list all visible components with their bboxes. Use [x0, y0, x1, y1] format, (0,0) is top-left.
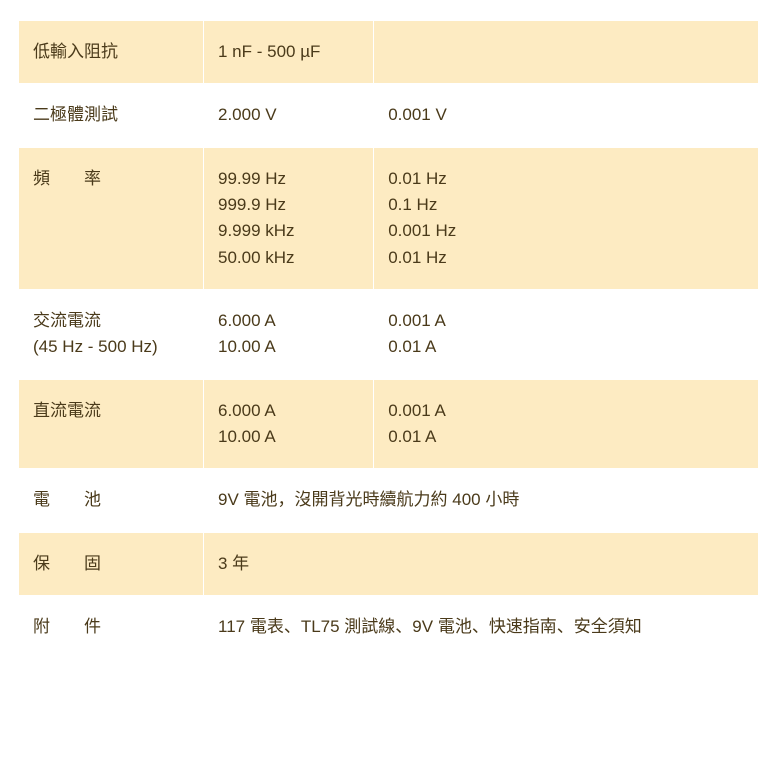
spec-table: 低輸入阻抗 1 nF - 500 µF 二極體測試 2.000 V 0.001 … — [18, 20, 759, 659]
table-row: 保 固 3 年 — [19, 532, 759, 595]
row-value-2 — [374, 21, 759, 84]
table-row: 直流電流 6.000 A10.00 A 0.001 A0.01 A — [19, 379, 759, 469]
row-value-1: 6.000 A10.00 A — [204, 379, 374, 469]
row-value-2: 0.001 A0.01 A — [374, 290, 759, 380]
table-row: 二極體測試 2.000 V 0.001 V — [19, 84, 759, 147]
row-label: 保 固 — [19, 532, 204, 595]
table-row: 附 件 117 電表、TL75 測試線、9V 電池、快速指南、安全須知 — [19, 596, 759, 659]
row-label: 頻 率 — [19, 147, 204, 289]
row-label: 直流電流 — [19, 379, 204, 469]
table-row: 交流電流(45 Hz - 500 Hz) 6.000 A10.00 A 0.00… — [19, 290, 759, 380]
row-value-1: 1 nF - 500 µF — [204, 21, 374, 84]
row-label: 二極體測試 — [19, 84, 204, 147]
row-value-2: 0.001 A0.01 A — [374, 379, 759, 469]
table-row: 低輸入阻抗 1 nF - 500 µF — [19, 21, 759, 84]
row-value-1: 2.000 V — [204, 84, 374, 147]
row-value-full: 9V 電池，沒開背光時續航力約 400 小時 — [204, 469, 759, 532]
spec-table-body: 低輸入阻抗 1 nF - 500 µF 二極體測試 2.000 V 0.001 … — [19, 21, 759, 659]
spec-table-container: 低輸入阻抗 1 nF - 500 µF 二極體測試 2.000 V 0.001 … — [0, 0, 777, 659]
row-value-full: 117 電表、TL75 測試線、9V 電池、快速指南、安全須知 — [204, 596, 759, 659]
row-value-2: 0.01 Hz0.1 Hz0.001 Hz0.01 Hz — [374, 147, 759, 289]
table-row: 電 池 9V 電池，沒開背光時續航力約 400 小時 — [19, 469, 759, 532]
row-label: 交流電流(45 Hz - 500 Hz) — [19, 290, 204, 380]
row-value-1: 6.000 A10.00 A — [204, 290, 374, 380]
row-label: 低輸入阻抗 — [19, 21, 204, 84]
row-label: 附 件 — [19, 596, 204, 659]
row-value-1: 99.99 Hz999.9 Hz9.999 kHz50.00 kHz — [204, 147, 374, 289]
table-row: 頻 率 99.99 Hz999.9 Hz9.999 kHz50.00 kHz 0… — [19, 147, 759, 289]
row-value-full: 3 年 — [204, 532, 759, 595]
row-value-2: 0.001 V — [374, 84, 759, 147]
row-label: 電 池 — [19, 469, 204, 532]
